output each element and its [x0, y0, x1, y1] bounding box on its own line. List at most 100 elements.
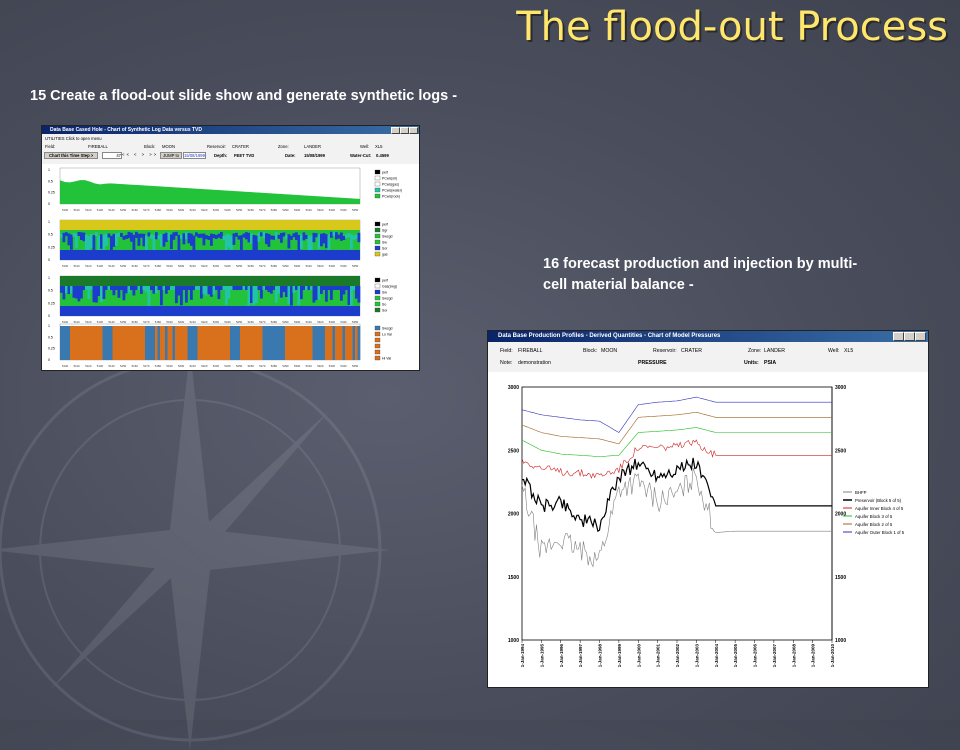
- well-label: Well:: [360, 144, 370, 149]
- log-bar: [340, 326, 343, 360]
- depth-tick: 5320: [317, 364, 324, 368]
- log-bar: [85, 286, 88, 290]
- log-bar: [352, 326, 356, 360]
- depth-tick: 5350: [352, 208, 359, 212]
- log-bar: [145, 326, 148, 360]
- depth-tick: 5280: [271, 208, 278, 212]
- step-controls[interactable]: << < > >>: [122, 152, 159, 157]
- y-tick-label-right: 1000: [835, 638, 846, 644]
- log-bar: [167, 286, 171, 290]
- log-bar: [257, 286, 261, 290]
- log-bar: [162, 233, 166, 247]
- log-bar: [147, 326, 151, 360]
- log-bottom-band: [60, 306, 360, 316]
- log-bar: [310, 286, 313, 290]
- log-bar: [72, 232, 76, 237]
- depth-tick: 5210: [190, 364, 197, 368]
- log-bar: [315, 286, 318, 301]
- maximize-button[interactable]: [904, 332, 915, 341]
- log-bar: [127, 286, 131, 294]
- log-bar: [255, 326, 258, 360]
- depth-tick: 5170: [143, 264, 150, 268]
- log-bar: [150, 326, 153, 360]
- slide-title: The flood-out Process: [516, 4, 948, 50]
- menu-utilities[interactable]: UTILITIES Click to open menu: [45, 136, 102, 141]
- log-bar: [202, 326, 206, 360]
- legend-label: So: [382, 303, 386, 307]
- depth-tick: 5310: [306, 320, 313, 324]
- log-bar: [345, 326, 348, 360]
- log-bar: [272, 326, 276, 360]
- depth-tick: 5180: [155, 208, 162, 212]
- log-bar: [295, 232, 298, 241]
- depth-tick: 5220: [201, 208, 208, 212]
- log-bar: [140, 326, 143, 360]
- x-tick-label: 1-Jan-1994: [520, 644, 525, 668]
- log-bar: [110, 235, 113, 256]
- maximize-button[interactable]: [400, 127, 409, 134]
- log-window-titlebar[interactable]: Data Base Cased Hole - Chart of Syntheti…: [42, 126, 419, 134]
- log-bar: [80, 232, 83, 240]
- x-tick-label: 1-Jan-2005: [733, 644, 738, 668]
- log-bar: [355, 234, 358, 239]
- log-bar: [105, 233, 108, 246]
- timestep-input[interactable]: 47: [102, 152, 122, 159]
- log-bar: [182, 233, 186, 245]
- y-tick-label-right: 2000: [835, 512, 846, 518]
- log-bar: [180, 234, 183, 239]
- log-bar: [77, 326, 81, 360]
- legend-swatch: [374, 331, 381, 337]
- depth-tick: 5240: [224, 208, 231, 212]
- log-bar: [170, 326, 173, 360]
- timestep-button[interactable]: Chart this Time Step >: [44, 152, 99, 159]
- log-bar: [155, 232, 158, 240]
- log-bar: [155, 286, 158, 294]
- legend-label: BHFP: [855, 490, 867, 495]
- log-bar: [82, 232, 86, 242]
- log-bar: [225, 286, 228, 305]
- log-bar: [295, 326, 298, 360]
- pressure-window-header: Field: FIREBALL Block: MOON Reservoir: C…: [488, 342, 928, 372]
- depth-tick: 5290: [282, 320, 289, 324]
- log-bar: [192, 235, 196, 255]
- log-bar: [160, 286, 163, 306]
- log-bar: [292, 286, 296, 293]
- minimize-button[interactable]: [391, 127, 400, 134]
- log-bar: [275, 326, 278, 360]
- log-bar: [245, 232, 248, 240]
- minimize-button[interactable]: [893, 332, 904, 341]
- log-bar: [317, 234, 321, 249]
- field-value: FIREBALL: [518, 348, 543, 354]
- depth-tick: 5220: [201, 320, 208, 324]
- log-bar: [180, 286, 183, 306]
- log-bar: [205, 286, 208, 296]
- depth-tick: 5290: [282, 364, 289, 368]
- log-bar: [287, 234, 291, 249]
- watercut-value: 0.4599: [376, 153, 389, 158]
- log-bar: [357, 286, 361, 303]
- log-bar: [282, 232, 286, 237]
- log-bar: [77, 232, 81, 237]
- close-button[interactable]: [409, 127, 418, 134]
- close-button[interactable]: [915, 332, 926, 341]
- log-bar: [215, 286, 218, 290]
- log-bar: [305, 234, 308, 239]
- log-bar: [92, 235, 96, 252]
- depth-tick: 5250: [236, 320, 243, 324]
- log-bar: [207, 235, 211, 240]
- jump-button[interactable]: JUMP to: [160, 152, 182, 159]
- log-bar: [212, 326, 216, 360]
- legend-swatch: [374, 169, 381, 175]
- x-tick-label: 1-Jan-2008: [791, 644, 796, 668]
- pressure-window-titlebar[interactable]: Data Base Production Profiles - Derived …: [488, 331, 928, 342]
- log-bar: [90, 286, 93, 290]
- legend-swatch: [374, 277, 381, 283]
- log-bar: [157, 235, 161, 240]
- log-bar: [217, 233, 221, 238]
- depth-tick: 5320: [317, 320, 324, 324]
- date-field[interactable]: 15/08/1999: [183, 152, 206, 159]
- log-bar: [197, 233, 201, 238]
- log-bar: [302, 232, 306, 241]
- log-bar: [182, 286, 186, 290]
- x-tick-label: 1-Jan-2010: [830, 644, 835, 668]
